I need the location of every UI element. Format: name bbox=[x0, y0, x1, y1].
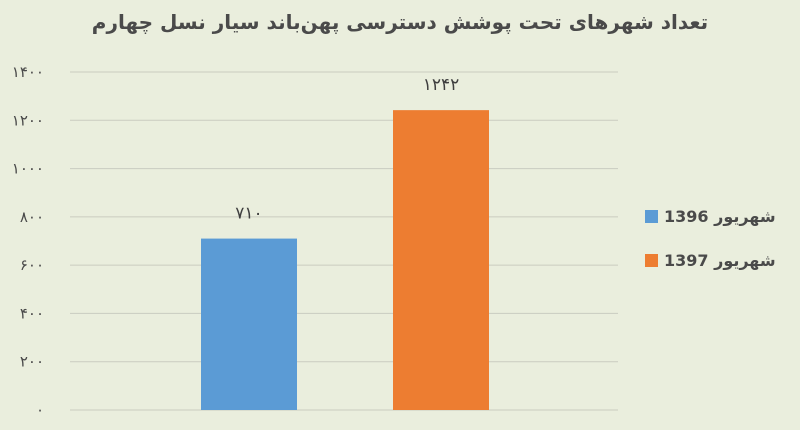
legend-label-1396: شهریور 1396 bbox=[664, 206, 776, 226]
y-tick-label: ۲۰۰ bbox=[20, 353, 44, 371]
y-tick-label: ۶۰۰ bbox=[20, 256, 44, 274]
bars bbox=[201, 110, 489, 410]
y-tick-label: ۸۰۰ bbox=[20, 208, 44, 226]
legend-swatch-1397 bbox=[645, 253, 658, 267]
bar bbox=[201, 238, 297, 410]
bar-value-label: ۱۲۴۲ bbox=[423, 75, 460, 95]
legend-label-1397: شهریور 1397 bbox=[664, 250, 776, 270]
legend: شهریور 1396 شهریور 1397 bbox=[645, 205, 800, 293]
bar-value-label: ۷۱۰ bbox=[235, 204, 262, 224]
y-tick-label: ۱۲۰۰ bbox=[12, 111, 44, 129]
y-tick-label: ۱۰۰۰ bbox=[12, 160, 44, 178]
y-tick-label: ۱۴۰۰ bbox=[12, 63, 44, 81]
y-axis-tick-labels: ۰ ۲۰۰ ۴۰۰ ۶۰۰ ۸۰۰ ۱۰۰۰ ۱۲۰۰ ۱۴۰۰ bbox=[12, 63, 44, 419]
y-tick-label: ۴۰۰ bbox=[20, 304, 44, 322]
chart-title: تعداد شهرهای تحت پوشش دسترسی پهن‌باند سی… bbox=[91, 10, 709, 34]
legend-swatch-1396 bbox=[645, 209, 658, 223]
legend-item-1396: شهریور 1396 bbox=[645, 205, 800, 227]
legend-item-1397: شهریور 1397 bbox=[645, 249, 800, 271]
gridlines bbox=[70, 71, 618, 411]
y-tick-label: ۰ bbox=[36, 401, 44, 419]
bar bbox=[393, 110, 489, 410]
data-labels: ۷۱۰ ۱۲۴۲ bbox=[235, 75, 460, 224]
